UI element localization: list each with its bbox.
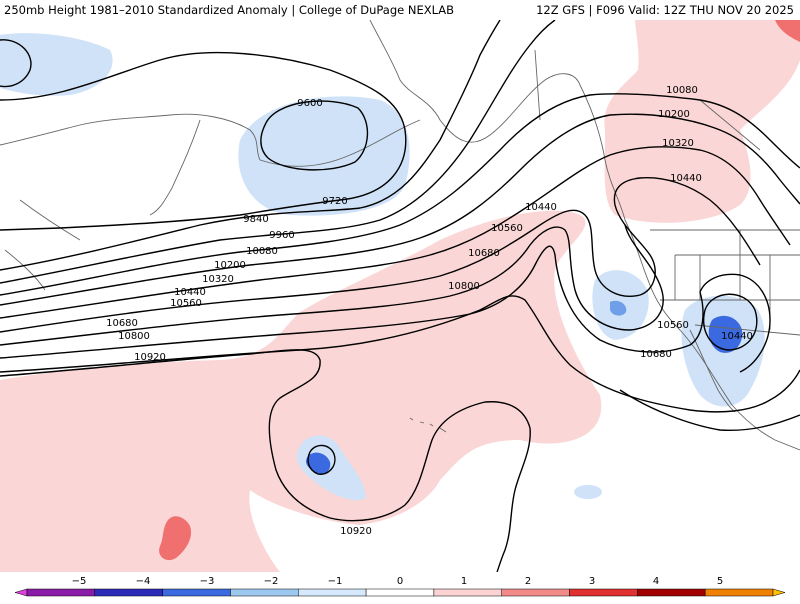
- colorbar-tick: −3: [200, 576, 215, 587]
- colorbar-tick: 4: [653, 576, 659, 587]
- contour-label: 10800: [118, 331, 150, 342]
- colorbar-swatch: [298, 588, 367, 597]
- us-state-lines: [660, 230, 800, 330]
- contour-label: 10440: [525, 202, 557, 213]
- colorbar-swatches: [14, 588, 786, 597]
- negative-anomaly-speck: [574, 485, 602, 499]
- colorbar-swatch: [704, 588, 774, 597]
- contour-label: 10680: [468, 248, 500, 259]
- colorbar-tick: 1: [461, 576, 467, 587]
- height-contours: [0, 20, 800, 572]
- colorbar-swatch: [365, 588, 435, 597]
- negative-anomaly-area-pacific: [296, 435, 366, 501]
- negative-anomaly-area-nw: [0, 33, 113, 96]
- colorbar-tick: 0: [397, 576, 403, 587]
- kamchatka: [149, 119, 201, 216]
- contour-10440-low: [703, 293, 758, 351]
- coastlines: [0, 20, 800, 451]
- canada-interior-lines: [534, 49, 761, 151]
- contour-10200: [0, 113, 800, 306]
- colorbar-tick: −1: [328, 576, 343, 587]
- contour-label: 10800: [448, 281, 480, 292]
- contour-9840: [0, 20, 501, 271]
- header: 250mb Height 1981–2010 Standardized Anom…: [0, 0, 800, 20]
- contour-label: 10920: [340, 526, 372, 537]
- negative-anomaly-core-mexico: [708, 315, 743, 353]
- contour-label: 10080: [666, 85, 698, 96]
- contour-10440: [0, 177, 761, 333]
- contour-label: 10200: [214, 260, 246, 271]
- map-title: 250mb Height 1981–2010 Standardized Anom…: [4, 3, 455, 17]
- contour-9720: [0, 51, 407, 231]
- kuril-islands: [4, 199, 81, 291]
- contour-label: 10440: [174, 287, 206, 298]
- contour-9600: [260, 100, 369, 171]
- contour-label: 10200: [658, 109, 690, 120]
- contour-label: 10440: [721, 331, 753, 342]
- colorbar-tick: 5: [717, 576, 723, 587]
- us-mexico-border: [694, 324, 800, 336]
- contour-label: 9600: [297, 98, 322, 109]
- colorbar-swatch: [162, 588, 231, 597]
- hawaii-islands: [409, 417, 447, 433]
- contour-label: 10080: [246, 246, 278, 257]
- colorbar-graphic: −5 −4 −3 −2 −1 0 1 2 3 4 5: [14, 576, 786, 597]
- colorbar-tick-labels: −5 −4 −3 −2 −1 0 1 2 3 4 5: [72, 576, 724, 587]
- anomaly-map: 9600 9720 9840 9960 10080 10200 10320 10…: [0, 20, 800, 572]
- contour-label: 9840: [243, 214, 268, 225]
- north-america-west-coast: [624, 219, 800, 451]
- colorbar-swatch: [637, 588, 706, 597]
- contour-label: 9960: [269, 230, 294, 241]
- contour-closed-low-nw: [0, 39, 32, 88]
- contour-10080: [0, 93, 800, 296]
- contour-label: 10560: [657, 320, 689, 331]
- colorbar-tick: −4: [136, 576, 151, 587]
- colorbar-swatch: [26, 588, 96, 597]
- colorbar-swatch: [94, 588, 163, 597]
- colorbar-tick: −5: [72, 576, 87, 587]
- contour-label: 10320: [202, 274, 234, 285]
- asia-coastline: [0, 113, 261, 161]
- colorbar-tick: 2: [525, 576, 531, 587]
- contour-10920: [0, 349, 531, 572]
- colorbar-swatch: [772, 588, 786, 597]
- contour-labels: 9600 9720 9840 9960 10080 10200 10320 10…: [106, 85, 753, 537]
- model-run-info: 12Z GFS | F096 Valid: 12Z THU NOV 20 202…: [536, 3, 794, 17]
- contour-label: 10440: [670, 173, 702, 184]
- colorbar-swatch: [433, 588, 502, 597]
- contour-10800: [0, 295, 800, 413]
- colorbar-swatch: [569, 588, 638, 597]
- contour-label: 10920: [134, 352, 166, 363]
- colorbar-swatch: [230, 588, 299, 597]
- positive-anomaly-area: [0, 210, 602, 572]
- contour-label: 9720: [322, 196, 347, 207]
- colorbar-swatch: [501, 588, 570, 597]
- baja-california: [689, 329, 736, 413]
- contour-label: 10680: [106, 318, 138, 329]
- contour-closed-low-pacific: [307, 444, 336, 475]
- contour-9960: [0, 20, 556, 284]
- contour-label: 10560: [170, 298, 202, 309]
- anomaly-shading: [0, 20, 800, 572]
- negative-anomaly-core-socal: [610, 300, 627, 316]
- colorbar: −5 −4 −3 −2 −1 0 1 2 3 4 5: [0, 572, 800, 600]
- negative-anomaly-core-pacific: [306, 452, 331, 475]
- contour-label: 10680: [640, 349, 672, 360]
- contour-label: 10560: [491, 223, 523, 234]
- colorbar-tick: −2: [264, 576, 279, 587]
- colorbar-swatch: [14, 588, 28, 597]
- colorbar-tick: 3: [589, 576, 595, 587]
- positive-anomaly-core-ne: [775, 20, 800, 42]
- contour-label: 10320: [662, 138, 694, 149]
- aleutian-islands: [259, 119, 421, 167]
- contour-10680: [0, 245, 771, 373]
- contour-10560: [0, 224, 664, 346]
- alaska-coastline: [369, 20, 626, 221]
- positive-anomaly-core-sw: [159, 516, 192, 561]
- positive-anomaly-area-east: [604, 20, 800, 223]
- contour-east-10920: [619, 389, 800, 432]
- contour-10320: [0, 146, 791, 319]
